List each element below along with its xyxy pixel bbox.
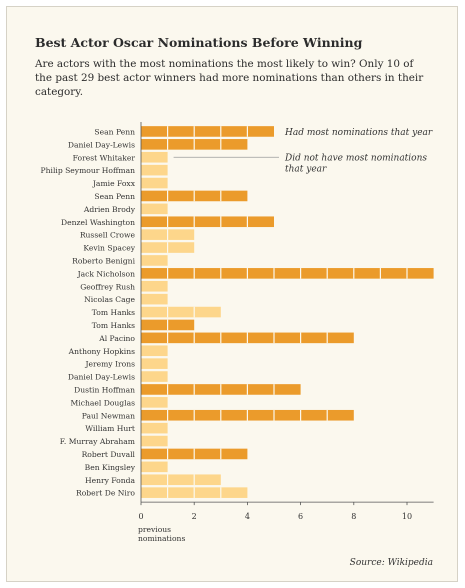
category-label: Jamie Foxx xyxy=(92,179,136,188)
bar xyxy=(141,280,168,292)
legend-not-most-label: Did not have most nominations xyxy=(284,153,427,163)
bar xyxy=(141,151,168,163)
source-note: Source: Wikipedia xyxy=(349,558,433,568)
category-label: Paul Newman xyxy=(82,411,135,420)
category-label: Sean Penn xyxy=(94,192,135,201)
bar xyxy=(141,216,274,228)
x-tick-label: 8 xyxy=(351,512,356,521)
x-tick-label: 2 xyxy=(192,512,197,521)
bar xyxy=(141,461,168,473)
category-label: Daniel Day-Lewis xyxy=(68,140,135,149)
category-label: Robert Duvall xyxy=(82,450,136,459)
bar xyxy=(141,293,168,305)
legend-most-label: Had most nominations that year xyxy=(284,128,433,138)
category-label: Jack Nicholson xyxy=(77,269,136,278)
category-label: Sean Penn xyxy=(94,127,135,136)
bar xyxy=(141,345,168,357)
bar xyxy=(141,126,274,137)
bar xyxy=(141,255,168,266)
category-label: Geoffrey Rush xyxy=(80,282,135,291)
bar-chart: Sean Penn Daniel Day-Lewis Forest Whitaker… xyxy=(41,122,434,543)
bar xyxy=(141,203,168,215)
category-label: Philip Seymour Hoffman xyxy=(41,166,136,175)
category-label: Kevin Spacey xyxy=(83,244,135,253)
bar xyxy=(141,435,168,447)
category-label: F. Murray Abraham xyxy=(60,437,135,446)
x-axis-label: previous xyxy=(138,525,171,534)
category-label: Daniel Day-Lewis xyxy=(68,373,135,382)
category-label: Ben Kingsley xyxy=(85,463,136,472)
legend-not-most-label: that year xyxy=(285,164,327,174)
category-label: William Hurt xyxy=(85,424,135,433)
category-label: Jeremy Irons xyxy=(84,360,135,369)
bar xyxy=(141,268,434,279)
x-tick-label: 6 xyxy=(298,512,303,521)
x-tick-label: 10 xyxy=(402,512,412,521)
category-label: Roberto Benigni xyxy=(72,256,135,265)
x-axis-label: nominations xyxy=(138,534,185,543)
x-tick-label: 4 xyxy=(245,512,250,521)
bar xyxy=(141,164,168,176)
category-label: Al Pacino xyxy=(98,334,135,343)
bar xyxy=(141,358,168,369)
category-label: Robert De Niro xyxy=(76,489,135,498)
chart-panel: Best Actor Oscar Nominations Before Winn… xyxy=(6,6,458,582)
category-label: Michael Douglas xyxy=(71,398,136,407)
chart-subtitle: Are actors with the most nominations the… xyxy=(35,58,424,98)
category-label: Denzel Washington xyxy=(61,218,135,227)
bar xyxy=(141,306,221,318)
bar xyxy=(141,474,221,486)
x-tick-label: 0 xyxy=(138,512,143,521)
chart-title: Best Actor Oscar Nominations Before Winn… xyxy=(35,35,363,50)
category-label: Anthony Hopkins xyxy=(68,347,135,356)
category-label: Tom Hanks xyxy=(92,308,135,317)
bar xyxy=(141,397,168,408)
bar xyxy=(141,371,168,382)
category-label: Adrien Brody xyxy=(83,205,136,214)
bar xyxy=(141,422,168,434)
category-label: Nicolas Cage xyxy=(84,295,135,304)
category-label: Dustin Hoffman xyxy=(74,385,135,394)
category-label: Russell Crowe xyxy=(80,231,136,240)
category-label: Forest Whitaker xyxy=(73,153,136,162)
category-label: Tom Hanks xyxy=(92,321,135,330)
bar xyxy=(141,177,168,189)
category-label: Henry Fonda xyxy=(85,476,136,485)
